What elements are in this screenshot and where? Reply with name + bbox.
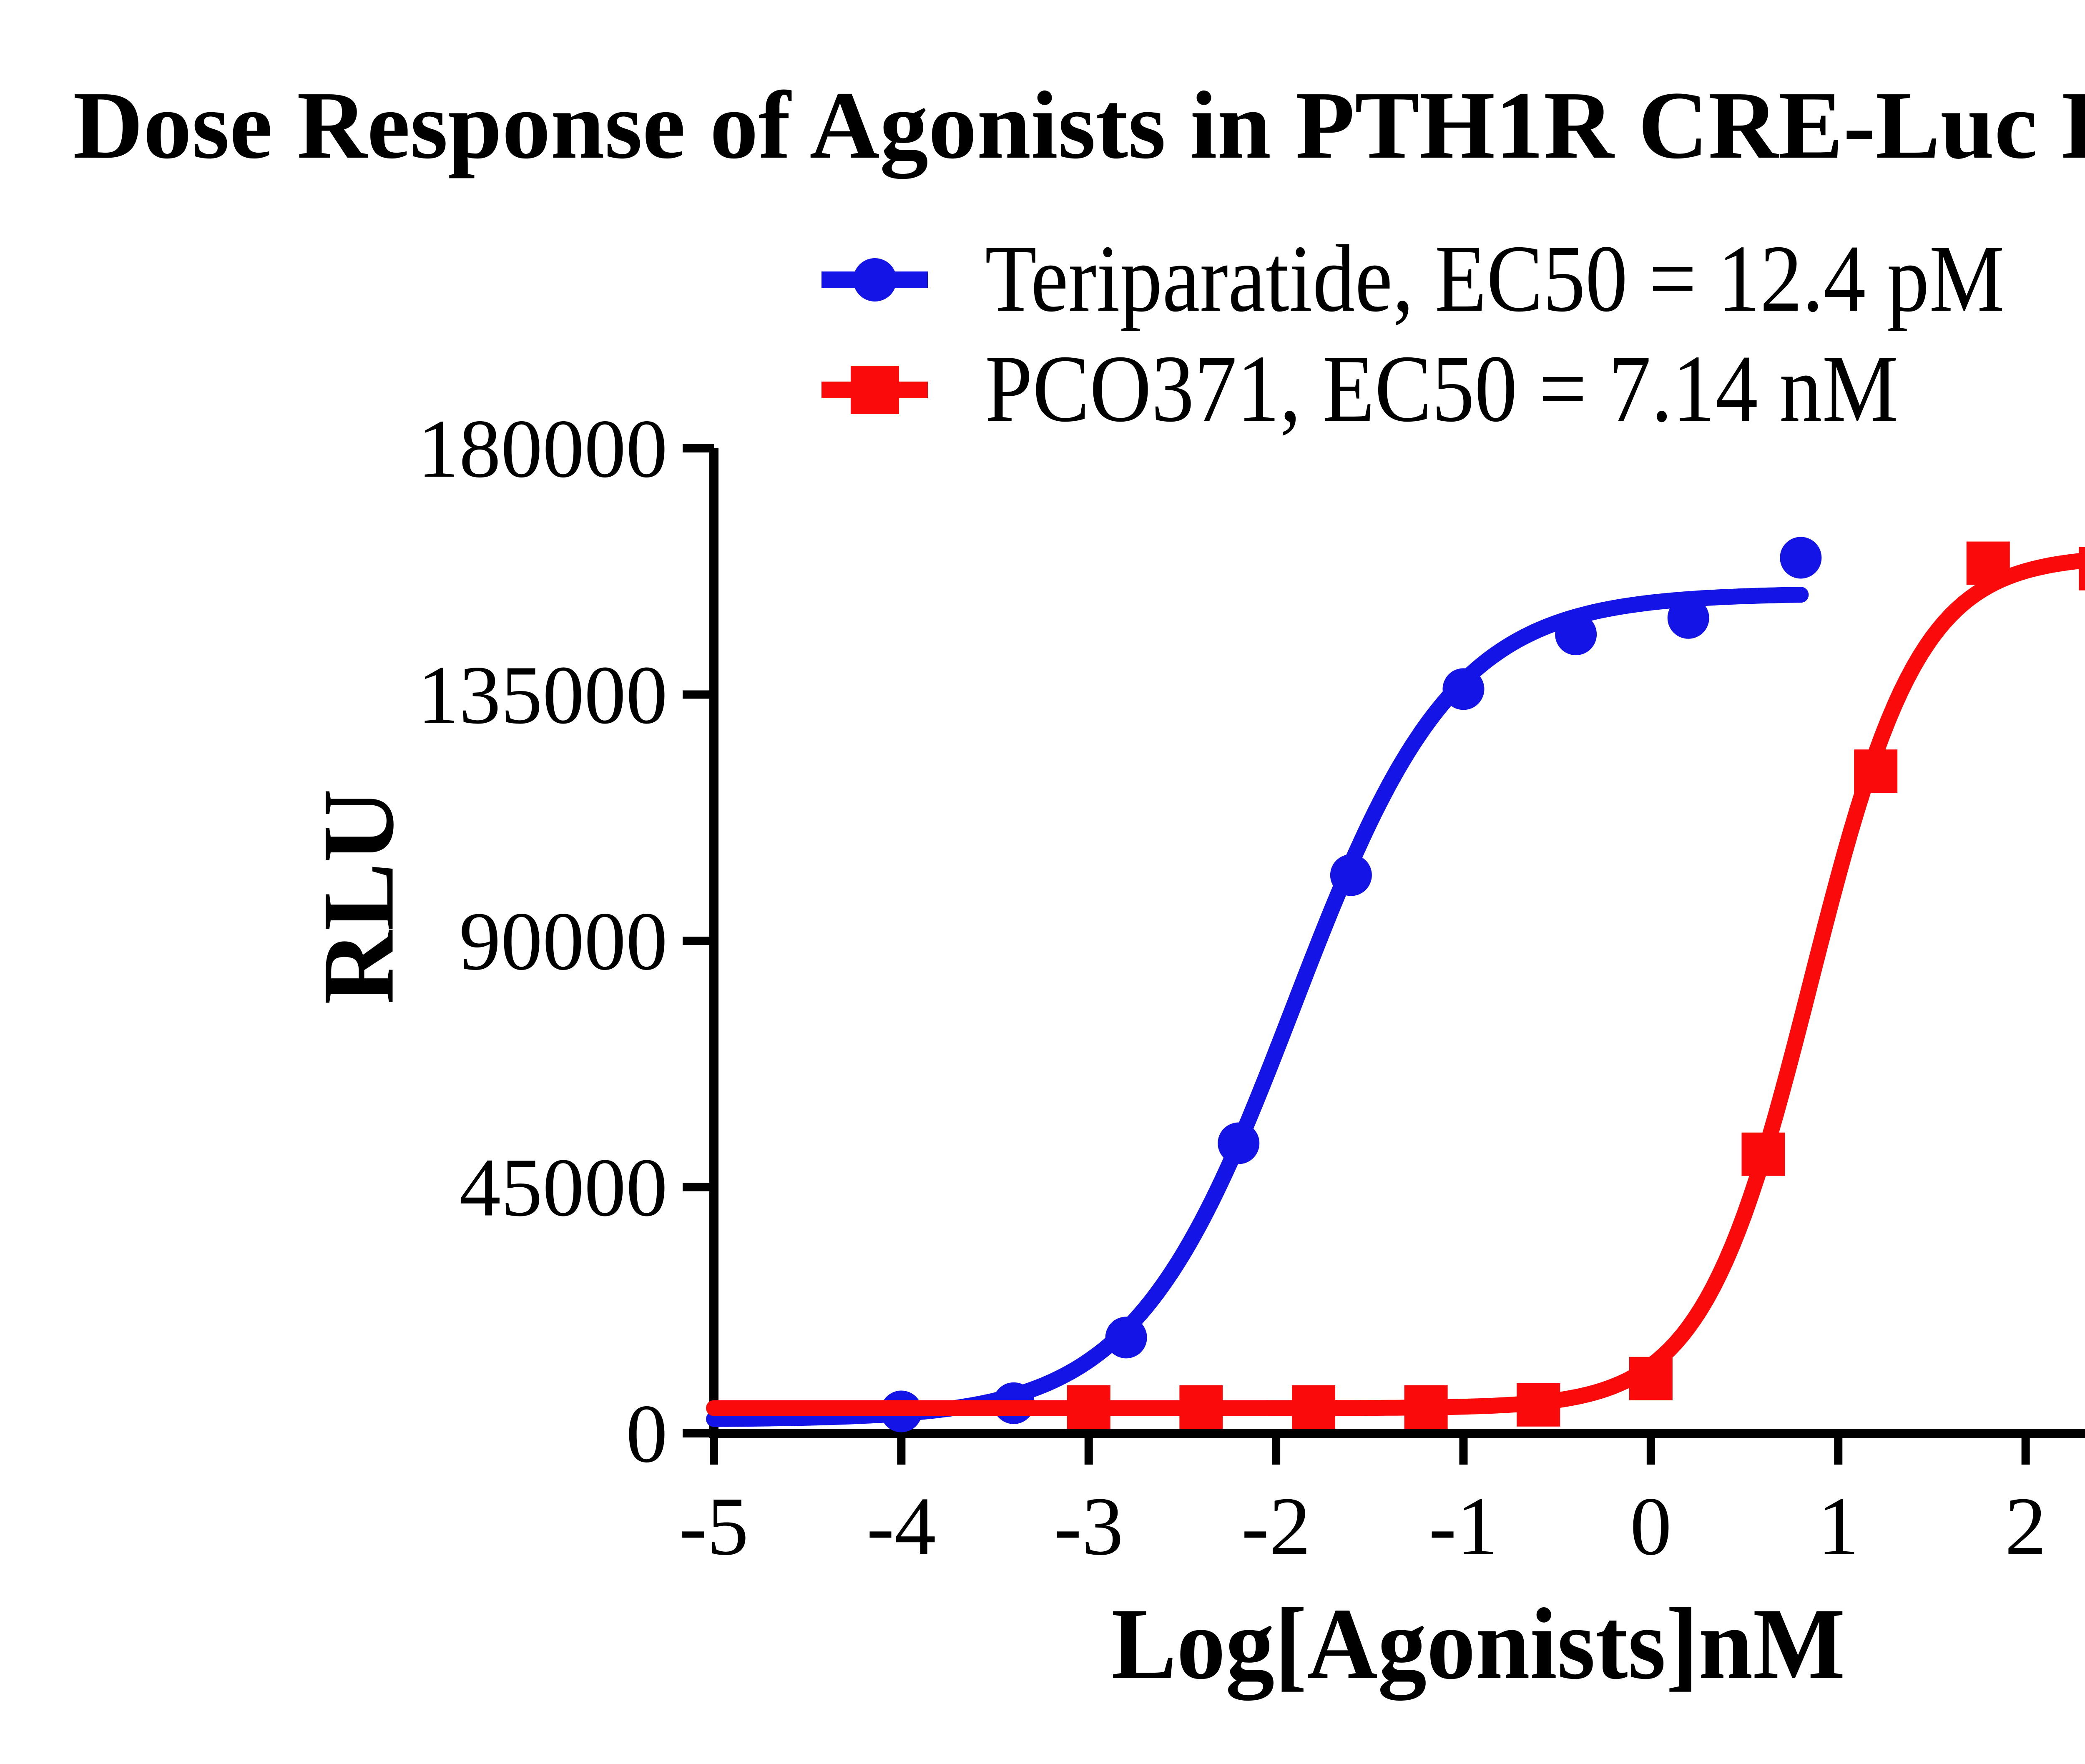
pco371-data-point: [1292, 1385, 1335, 1429]
y-axis-title: RLU: [302, 789, 415, 1004]
y-tick-label: 45000: [459, 1142, 668, 1234]
pco371-fit-curve: [706, 552, 2085, 1416]
x-tick-label: -5: [679, 1480, 749, 1573]
x-tick-label: -3: [1054, 1480, 1123, 1573]
y-tick-label: 180000: [417, 403, 668, 495]
y-tick-label: 0: [626, 1388, 668, 1480]
teriparatide-data-point: [1105, 1317, 1147, 1359]
teriparatide-data-point: [1667, 597, 1709, 639]
x-tick-label: 1: [1817, 1480, 1859, 1573]
teriparatide-data-point: [1330, 854, 1372, 896]
pco371-data-point: [1854, 749, 1898, 793]
legend: Teriparatide, EC50 = 12.4 pM PCO371, EC5…: [821, 225, 2005, 442]
legend-label-teriparatide: Teriparatide, EC50 = 12.4 pM: [985, 225, 2005, 332]
pco371-data-point: [1067, 1385, 1110, 1429]
pco371-data-point: [1966, 541, 2010, 585]
legend-label-pco371: PCO371, EC50 = 7.14 nM: [985, 335, 1898, 442]
x-axis-title: Log[Agonists]nM: [1111, 1587, 1845, 1701]
legend-item-teriparatide: Teriparatide, EC50 = 12.4 pM: [821, 225, 2005, 332]
x-tick-label: -2: [1241, 1480, 1311, 1573]
x-tick-label: -4: [867, 1480, 936, 1573]
y-tick-label: 135000: [417, 649, 668, 741]
pco371-data-point: [1517, 1383, 1560, 1427]
pco371-data-point: [1741, 1132, 1785, 1176]
pco371-data-point: [2079, 547, 2085, 591]
y-tick-label: 90000: [459, 895, 668, 988]
pco371-data-point: [1404, 1385, 1448, 1429]
x-tick-label: -1: [1429, 1480, 1498, 1573]
legend-item-pco371: PCO371, EC50 = 7.14 nM: [821, 335, 1898, 442]
x-tick-label: 0: [1630, 1480, 1672, 1573]
teriparatide-data-point: [1780, 537, 1822, 579]
pco371-data-point: [1629, 1357, 1673, 1400]
teriparatide-legend-marker-icon: [853, 258, 897, 302]
plot-area: -5-4-3-2-1012304500090000135000180000: [417, 403, 2085, 1573]
pco371-data-point: [1179, 1385, 1223, 1429]
x-tick-label: 2: [2005, 1480, 2047, 1573]
pco371-legend-marker-icon: [851, 366, 899, 414]
teriparatide-data-point: [1555, 613, 1597, 656]
teriparatide-data-point: [1218, 1122, 1260, 1164]
teriparatide-data-point: [1442, 668, 1485, 710]
chart-title: Dose Response of Agonists in PTH1R CRE-L…: [73, 72, 2085, 179]
